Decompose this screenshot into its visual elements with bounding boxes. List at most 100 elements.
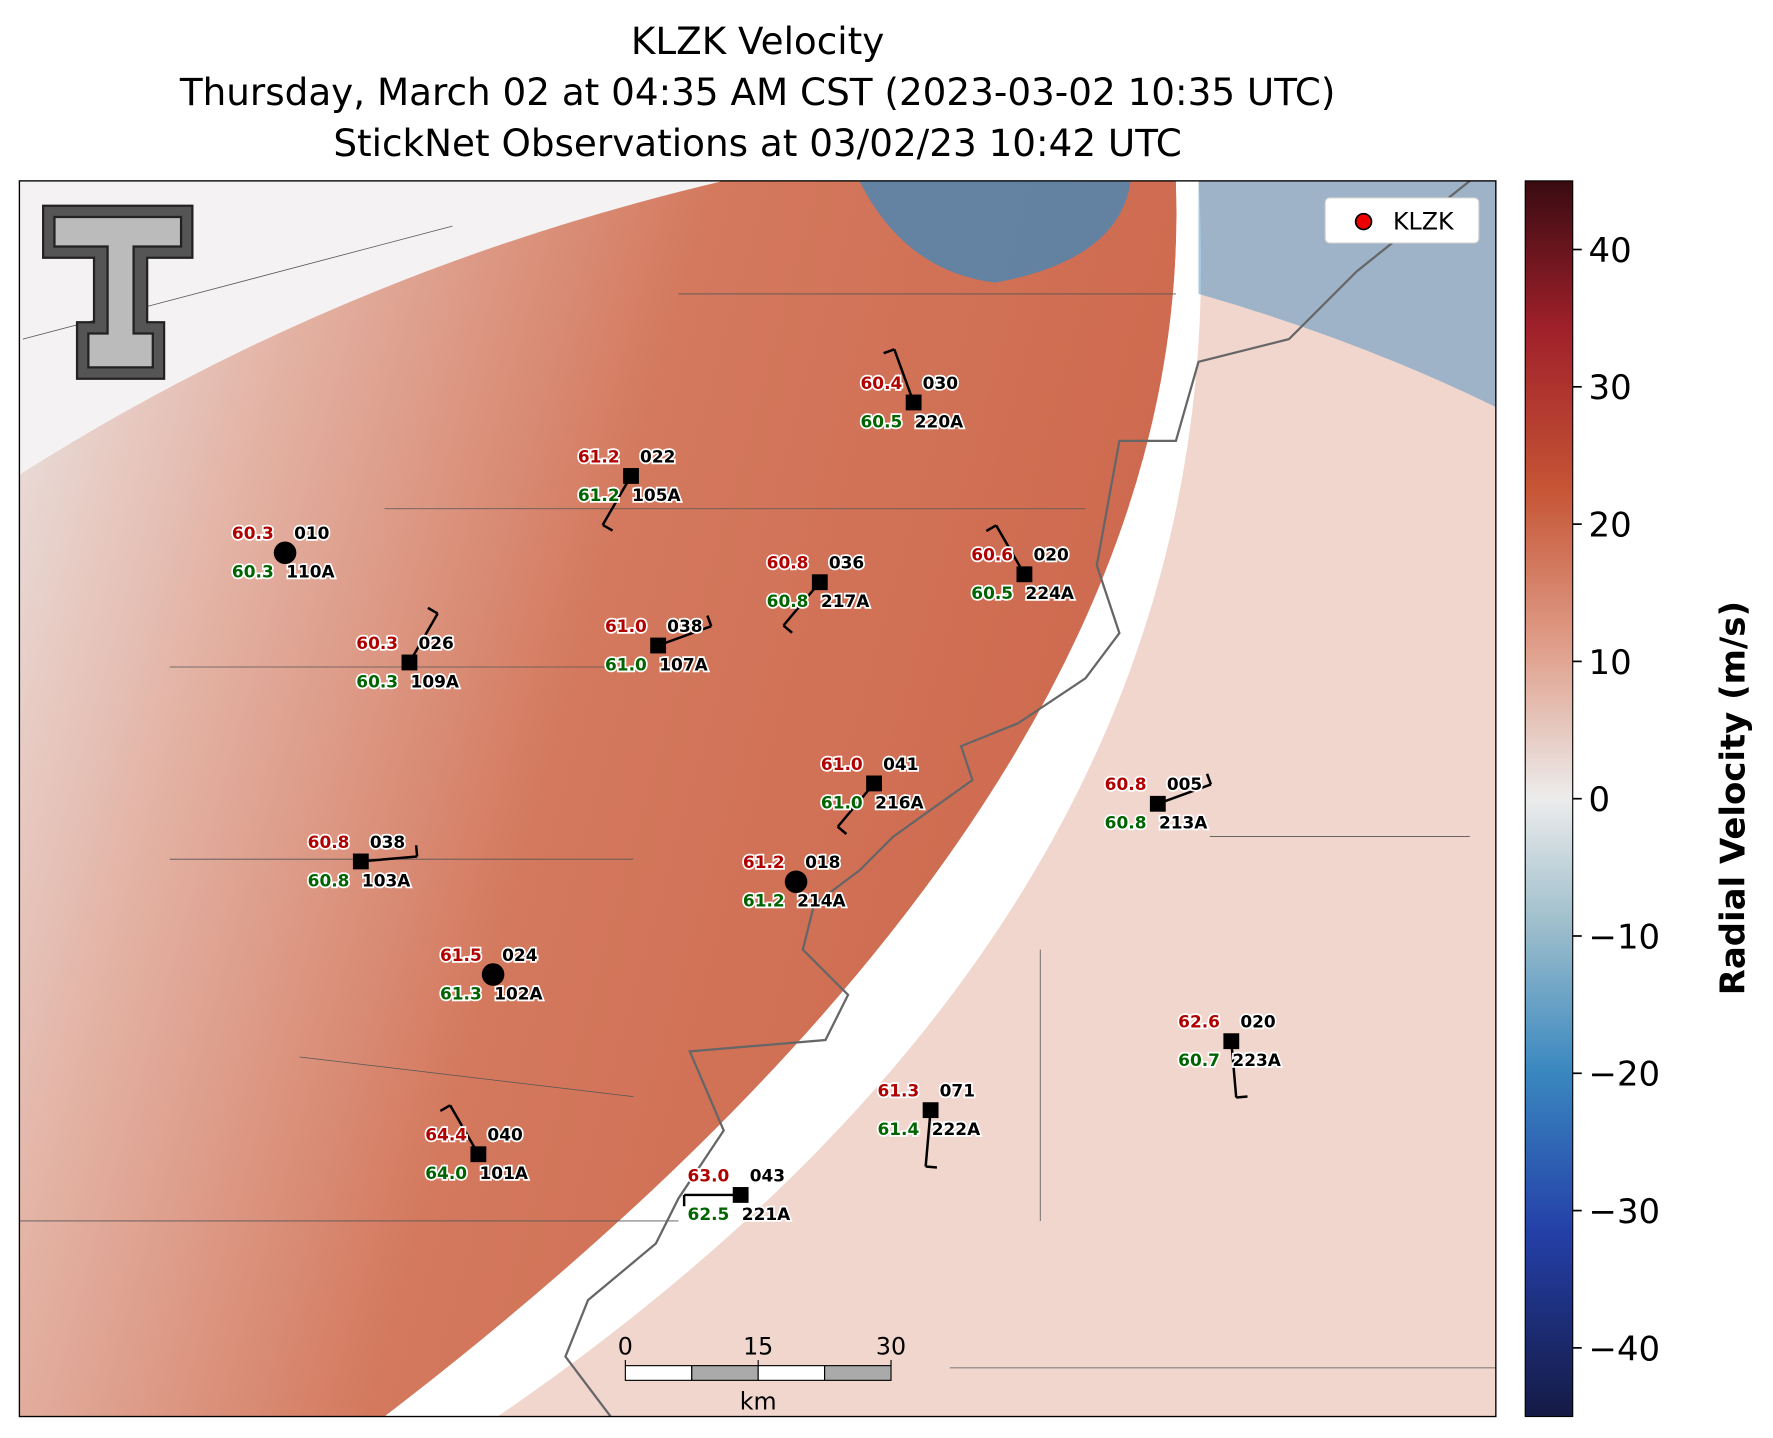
station: 61.0 61.0 038 107A: [603, 614, 713, 676]
station-marker: [922, 1102, 939, 1119]
temperature: 61.5: [440, 945, 482, 965]
station-marker: [1149, 795, 1166, 812]
temperature: 61.2: [578, 446, 620, 466]
colorbar-tick-label: 20: [1589, 506, 1632, 545]
station: 61.0 61.0 041 216A: [819, 752, 926, 835]
wind-code: 024: [502, 945, 537, 965]
radar-map: [19, 180, 1496, 1417]
station: 61.2 61.2 022 105A: [576, 445, 683, 532]
wind-barb: [1230, 1041, 1238, 1098]
scale-segment: [757, 1365, 826, 1381]
wind-code: 030: [923, 373, 958, 393]
station: 63.0 62.5 043 221A: [682, 1164, 793, 1226]
temperature: 60.8: [767, 553, 809, 573]
scale-tick-label: 0: [618, 1332, 633, 1360]
colorbar-label: Radial Velocity (m/s): [1714, 601, 1753, 995]
wind-code: 020: [1033, 545, 1068, 565]
station-marker: [905, 394, 922, 411]
colorbar-tick-label: −30: [1589, 1192, 1661, 1231]
dewpoint: 61.2: [578, 485, 620, 505]
wind-code: 005: [1167, 774, 1202, 794]
wind-barb: [601, 475, 633, 526]
station-id: 217A: [821, 591, 870, 611]
station-marker: [866, 775, 882, 792]
legend: KLZK: [1324, 197, 1480, 244]
station-marker: [352, 853, 369, 870]
colorbar-tick-label: 10: [1589, 643, 1632, 682]
dewpoint: 60.7: [1178, 1050, 1220, 1070]
station-id: 213A: [1159, 813, 1208, 833]
station-marker: [811, 574, 828, 591]
station-id: 109A: [411, 671, 460, 691]
temperature: 64.4: [425, 1125, 467, 1145]
station-marker: [401, 654, 418, 671]
dewpoint: 62.5: [688, 1204, 730, 1224]
temperature: 60.3: [232, 523, 274, 543]
temperature: 60.4: [860, 373, 902, 393]
wind-code: 040: [487, 1125, 522, 1145]
colorbar: [1524, 180, 1574, 1418]
dewpoint: 60.5: [860, 411, 902, 431]
dewpoint: 61.0: [605, 654, 647, 674]
wind-code: 041: [883, 754, 918, 774]
station-id: 105A: [632, 485, 681, 505]
station-marker: [470, 1146, 487, 1163]
dewpoint: 61.0: [821, 792, 863, 812]
station: 60.8 60.8 036 217A: [765, 551, 872, 634]
temperature: 61.0: [605, 616, 647, 636]
scale-segment: [624, 1365, 693, 1381]
wind-barb: [449, 1104, 480, 1155]
wind-barb: [360, 855, 418, 863]
station-id: 224A: [1026, 583, 1075, 603]
wind-barb-flag: [439, 1104, 451, 1113]
temperature: 62.6: [1178, 1012, 1220, 1032]
wind-barb-flag: [782, 624, 793, 634]
station-id: 222A: [932, 1119, 981, 1139]
station-id: 221A: [742, 1204, 791, 1224]
wind-barb: [657, 625, 712, 647]
wind-code: 022: [640, 446, 675, 466]
dewpoint: 60.8: [767, 591, 809, 611]
wind-barb-flag: [836, 825, 848, 835]
temperature: 60.6: [971, 545, 1013, 565]
station-marker: [273, 541, 297, 565]
wind-barb-flag: [985, 524, 997, 533]
wind-barb: [408, 612, 439, 664]
temperature: 60.8: [308, 832, 350, 852]
wind-code: 038: [370, 832, 405, 852]
wind-code: 038: [667, 616, 702, 636]
dewpoint: 60.3: [356, 671, 398, 691]
title-line: StickNet Observations at 03/02/23 10:42 …: [333, 121, 1181, 165]
wind-barb-flag: [427, 606, 439, 615]
station-marker: [732, 1187, 749, 1203]
scale-tick-label: 30: [876, 1332, 906, 1360]
station: 60.3 60.3 026 109A: [355, 606, 462, 693]
station-id: 110A: [286, 562, 335, 582]
station-marker: [784, 870, 808, 894]
logo: [42, 204, 194, 380]
scale-unit: km: [740, 1388, 777, 1416]
wind-barb: [995, 524, 1026, 575]
wind-barb: [924, 1110, 932, 1167]
station-id: 102A: [494, 983, 543, 1003]
station-id: 107A: [659, 654, 708, 674]
wind-code: 020: [1240, 1012, 1275, 1032]
dewpoint: 61.3: [440, 983, 482, 1003]
wind-barb-flag: [925, 1165, 938, 1169]
colorbar-tick-label: −10: [1589, 917, 1661, 956]
dewpoint: 60.8: [308, 870, 350, 890]
station-id: 103A: [362, 870, 411, 890]
temperature: 63.0: [688, 1165, 730, 1185]
wind-code: 036: [829, 553, 864, 573]
map-frame: [18, 180, 1497, 1418]
station: 62.6 60.7 020 223A: [1176, 1010, 1283, 1099]
wind-code: 026: [418, 633, 453, 653]
station: 60.8 60.8 038 103A: [306, 830, 419, 892]
wind-code: 071: [940, 1081, 975, 1101]
wind-barb-flag: [1236, 1095, 1248, 1099]
wind-barb-flag: [883, 348, 895, 355]
station-marker: [623, 468, 639, 484]
scale-tick-label: 15: [743, 1332, 773, 1360]
